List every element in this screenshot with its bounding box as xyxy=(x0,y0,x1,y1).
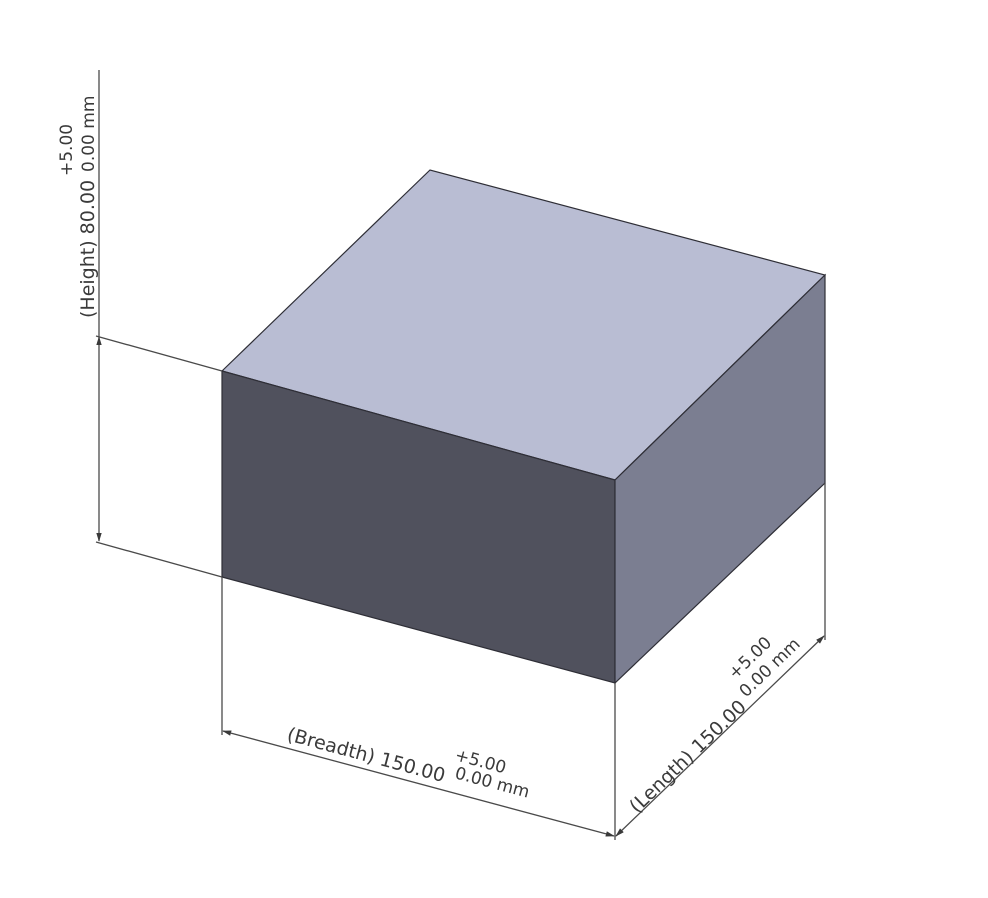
rectangular-block xyxy=(220,169,827,685)
height-tolerance-lower: 0.00 mm xyxy=(79,96,99,172)
height-extension-line-top xyxy=(95,335,223,372)
height-label: (Height) 80.00 xyxy=(77,180,99,318)
length-label: (Length) 150.00 xyxy=(625,696,751,818)
length-dimension-line xyxy=(615,635,825,837)
breadth-dimension-line xyxy=(222,730,615,837)
breadth-label: (Breadth) 150.00 xyxy=(285,724,448,787)
height-tolerance-upper: +5.00 xyxy=(57,124,77,176)
height-extension-line-bottom xyxy=(95,541,223,578)
height-dimension: (Height) 80.00 +5.00 0.00 mm xyxy=(57,70,223,578)
